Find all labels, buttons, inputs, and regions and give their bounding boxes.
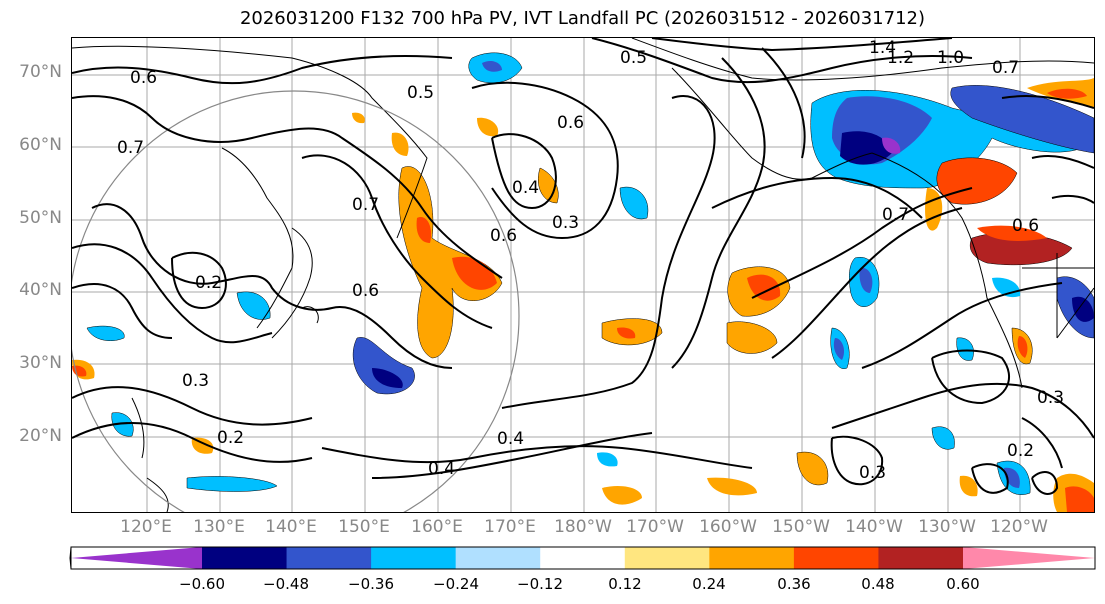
contour-label: 0.3	[1037, 388, 1064, 408]
map-title: 2026031200 F132 700 hPa PV, IVT Landfall…	[239, 8, 926, 29]
colorbar-cell	[793, 547, 879, 569]
map-panel: 0.6 0.5 0.7 0.7 0.6 0.5 0.6 0.4 0.3 0.6 …	[71, 37, 1095, 513]
lat-label-70n: 70°N	[19, 62, 62, 82]
lon-label: 140°W	[845, 517, 903, 537]
contour-label: 0.5	[407, 83, 434, 103]
contour-label: 0.6	[352, 281, 379, 301]
contour-label: 0.4	[428, 459, 455, 479]
lon-label: 180°W	[554, 517, 612, 537]
contour-label: 0.7	[117, 138, 144, 158]
colorbar-tick: −0.60	[179, 575, 225, 593]
lon-label: 140°E	[265, 517, 317, 537]
colorbar-tick: −0.36	[348, 575, 394, 593]
contour-label: 1.2	[887, 48, 914, 68]
region-circle	[72, 90, 520, 512]
colorbar-tick: 0.12	[608, 575, 642, 593]
contour-label: 0.4	[512, 178, 539, 198]
contour-label: 0.2	[195, 273, 222, 293]
lon-label: 150°W	[772, 517, 830, 537]
contour-label: 0.6	[1012, 216, 1039, 236]
lat-label-20n: 20°N	[19, 426, 62, 446]
lon-label: 120°W	[990, 517, 1048, 537]
contour-label: 0.6	[557, 113, 584, 133]
contour-label: 0.6	[490, 226, 517, 246]
contour-label: 0.7	[352, 195, 379, 215]
lat-label-40n: 40°N	[19, 280, 62, 300]
contour-label: 0.7	[882, 205, 909, 225]
contour-label: 0.2	[217, 428, 244, 448]
contour-label: 0.3	[859, 463, 886, 483]
contour-label: 0.2	[1007, 441, 1034, 461]
colorbar-cell	[624, 547, 710, 569]
shaded-anomalies	[72, 52, 1094, 512]
contour-label: 0.7	[992, 58, 1019, 78]
pv-contours	[72, 38, 1094, 495]
colorbar-tick: 0.24	[692, 575, 726, 593]
contour-label: 0.3	[552, 213, 579, 233]
lon-label: 160°W	[699, 517, 757, 537]
lon-label: 130°E	[193, 517, 245, 537]
colorbar-cell	[963, 547, 1095, 569]
lon-label: 120°E	[120, 517, 172, 537]
colorbar-tick: 0.36	[777, 575, 811, 593]
colorbar-tick: −0.12	[517, 575, 563, 593]
colorbar-tick: 0.48	[861, 575, 895, 593]
lat-label-60n: 60°N	[19, 135, 62, 155]
contour-label: 1.4	[869, 38, 896, 58]
lon-label: 170°W	[626, 517, 684, 537]
colorbar-tick: −0.48	[263, 575, 309, 593]
colorbar-tick: 0.60	[946, 575, 980, 593]
colorbar	[69, 546, 1096, 570]
contour-label: 0.3	[182, 371, 209, 391]
contour-label: 0.4	[497, 429, 524, 449]
colorbar-cell	[71, 547, 202, 569]
lon-label: 130°W	[918, 517, 976, 537]
colorbar-cell	[540, 547, 626, 569]
graticule	[72, 38, 1094, 512]
contour-label: 0.5	[620, 48, 647, 68]
colorbar-cell	[878, 547, 964, 569]
lon-label: 160°E	[411, 517, 463, 537]
lat-label-30n: 30°N	[19, 353, 62, 373]
colorbar-cell	[286, 547, 372, 569]
colorbar-cell	[371, 547, 457, 569]
colorbar-cell	[709, 547, 795, 569]
lat-label-50n: 50°N	[19, 208, 62, 228]
contour-label: 0.6	[130, 68, 157, 88]
colorbar-cell	[455, 547, 541, 569]
map-canvas: 0.6 0.5 0.7 0.7 0.6 0.5 0.6 0.4 0.3 0.6 …	[72, 38, 1094, 512]
lon-label: 150°E	[338, 517, 390, 537]
lon-label: 170°E	[484, 517, 536, 537]
contour-label: 1.0	[937, 48, 964, 68]
colorbar-tick: −0.24	[433, 575, 479, 593]
colorbar-cell	[202, 547, 288, 569]
contour-labels: 0.6 0.5 0.7 0.7 0.6 0.5 0.6 0.4 0.3 0.6 …	[117, 38, 1064, 483]
